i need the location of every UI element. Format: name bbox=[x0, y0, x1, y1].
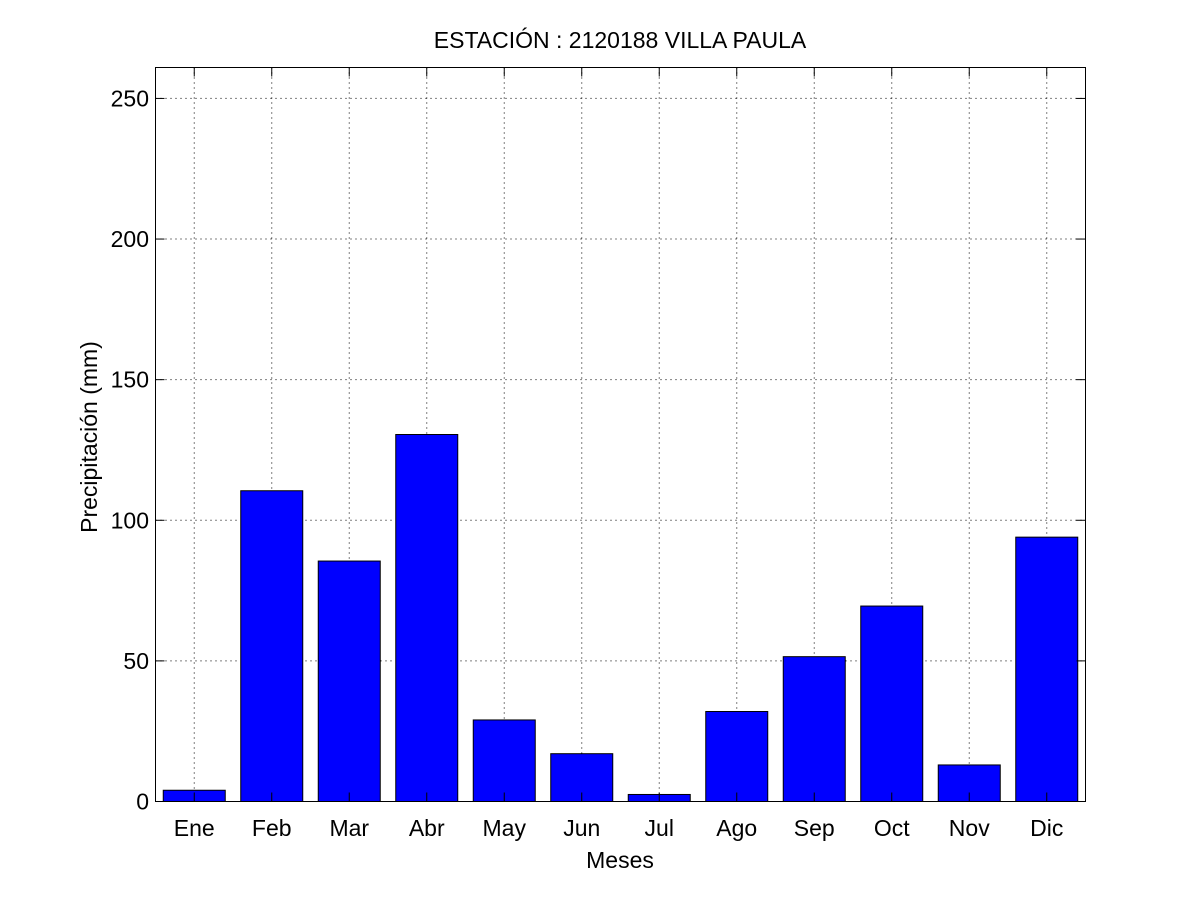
x-tick-label: May bbox=[483, 815, 527, 841]
bar-dic bbox=[1015, 536, 1079, 802]
x-tick-label: Dic bbox=[1030, 815, 1063, 841]
x-tick-label: Sep bbox=[794, 815, 835, 841]
plot-frame bbox=[155, 67, 1086, 802]
bar-ago bbox=[705, 711, 769, 803]
grid-lines bbox=[155, 67, 1086, 802]
bar-mar bbox=[317, 560, 381, 802]
y-tick-label: 250 bbox=[111, 85, 149, 111]
x-tick-label: Abr bbox=[409, 815, 445, 841]
y-tick-label: 50 bbox=[123, 648, 149, 674]
y-tick-label: 0 bbox=[136, 789, 149, 815]
x-tick-label: Jul bbox=[645, 815, 674, 841]
x-tick-labels: Ene Feb Mar Abr May Jun Jul Ago Sep Oct Nov Dic bbox=[174, 815, 1064, 841]
x-tick-label: Oct bbox=[874, 815, 910, 841]
x-tick-label: Feb bbox=[252, 815, 292, 841]
y-tick-labels: 0 50 100 150 200 250 bbox=[111, 85, 149, 814]
chart-title: ESTACIÓN : 2120188 VILLA PAULA bbox=[434, 27, 807, 53]
x-axis-label: Meses bbox=[586, 847, 654, 873]
x-tick-label: Ago bbox=[716, 815, 757, 841]
axis-ticks bbox=[155, 67, 1086, 802]
bars bbox=[162, 434, 1079, 803]
bar-oct bbox=[860, 605, 924, 803]
bar-may bbox=[472, 719, 536, 803]
x-tick-label: Jun bbox=[563, 815, 600, 841]
x-tick-label: Ene bbox=[174, 815, 215, 841]
bar-abr bbox=[395, 434, 459, 802]
y-axis-label: Precipitación (mm) bbox=[76, 341, 102, 533]
x-tick-label: Mar bbox=[329, 815, 369, 841]
y-tick-label: 100 bbox=[111, 507, 149, 533]
y-tick-label: 200 bbox=[111, 226, 149, 252]
x-tick-label: Nov bbox=[949, 815, 990, 841]
bar-sep bbox=[782, 656, 846, 802]
y-tick-label: 150 bbox=[111, 367, 149, 393]
bar-feb bbox=[240, 490, 304, 802]
